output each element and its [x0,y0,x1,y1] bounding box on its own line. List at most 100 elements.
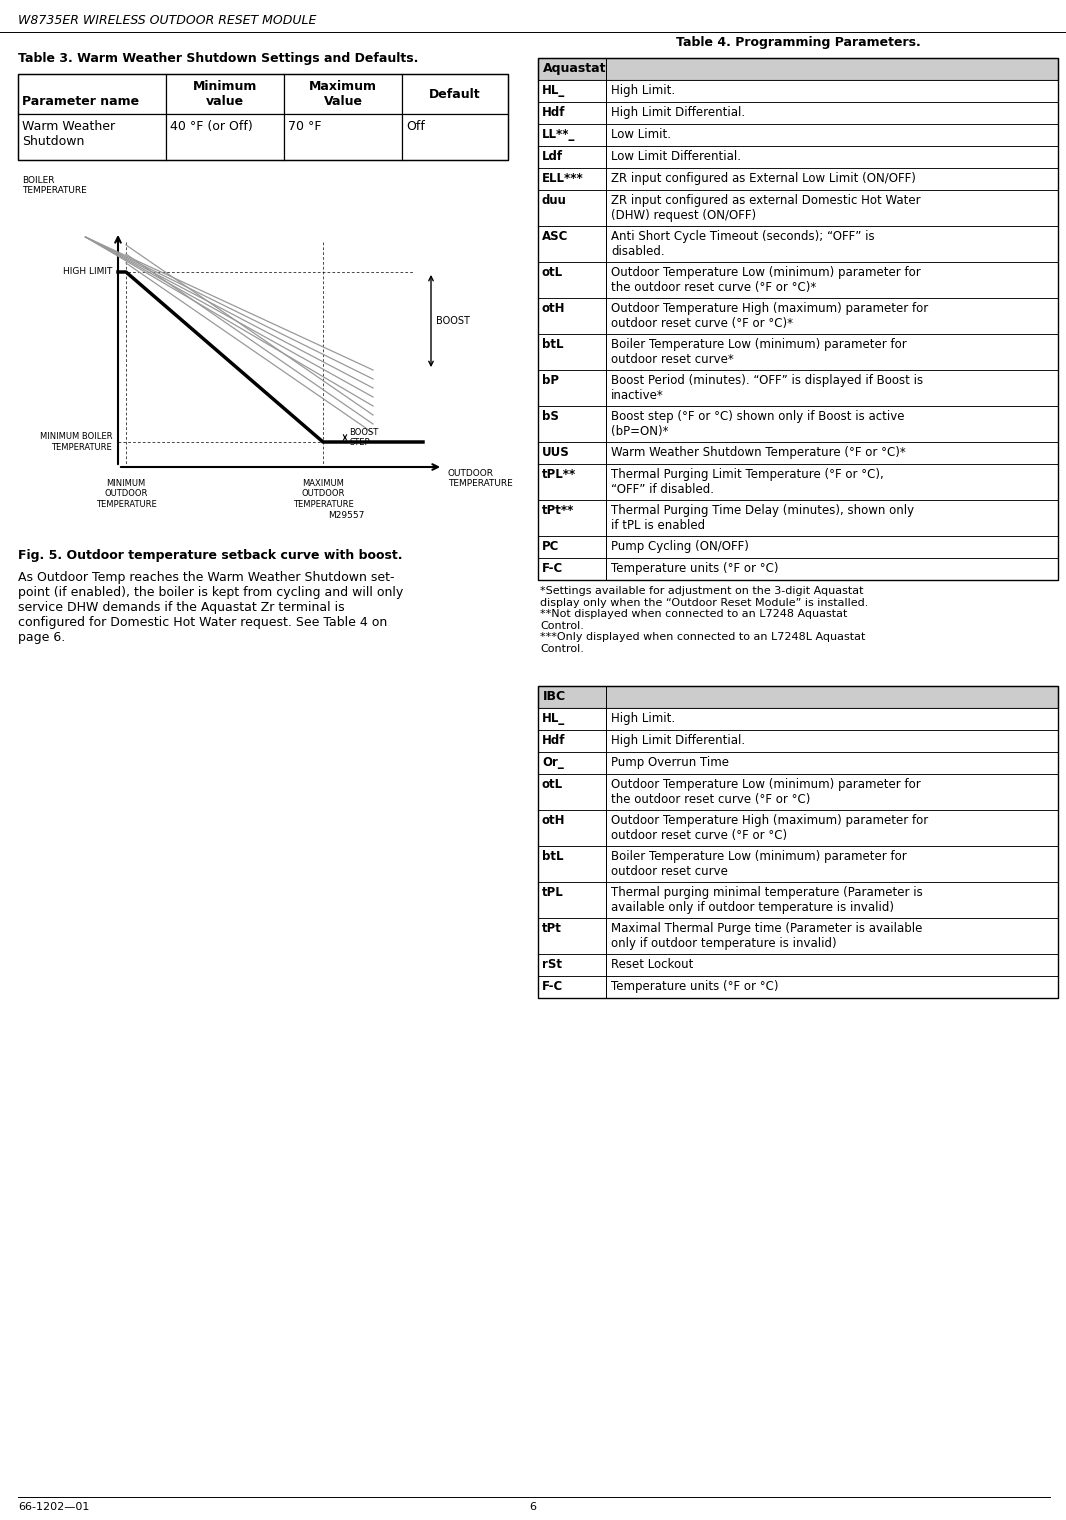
Bar [284,74,402,114]
Text: Low Limit Differential.: Low Limit Differential. [611,150,741,163]
Text: Thermal purging minimal temperature (Parameter is
available only if outdoor temp: Thermal purging minimal temperature (Par… [611,886,923,914]
Bar [538,500,605,537]
Text: Anti Short Cycle Timeout (seconds); “OFF” is
disabled.: Anti Short Cycle Timeout (seconds); “OFF… [611,230,874,258]
Bar [605,774,1057,810]
Text: M29557: M29557 [328,511,365,520]
Text: btL: btL [542,850,564,863]
Bar [605,810,1057,847]
Bar [538,537,605,558]
Text: *Settings available for adjustment on the 3-digit Aquastat
display only when the: *Settings available for adjustment on th… [540,587,869,654]
Text: Hdf: Hdf [542,734,565,746]
Text: btL: btL [542,337,564,351]
Bar [605,752,1057,774]
Bar [166,114,284,160]
Text: High Limit.: High Limit. [611,84,675,97]
Text: Outdoor Temperature Low (minimum) parameter for
the outdoor reset curve (°F or °: Outdoor Temperature Low (minimum) parame… [611,266,921,293]
Bar [402,74,508,114]
Text: tPt**: tPt** [542,505,575,517]
Bar [605,847,1057,882]
Text: HL_: HL_ [542,711,565,725]
Bar [538,102,605,125]
Bar [538,955,605,976]
Bar [538,146,605,169]
Text: Table 4. Programming Parameters.: Table 4. Programming Parameters. [676,36,920,49]
Text: MINIMUM BOILER
TEMPERATURE: MINIMUM BOILER TEMPERATURE [39,432,112,451]
Text: tPL**: tPL** [542,468,577,480]
Text: Maximal Thermal Purge time (Parameter is available
only if outdoor temperature i: Maximal Thermal Purge time (Parameter is… [611,923,922,950]
Text: PC: PC [542,540,560,553]
Text: UUS: UUS [542,445,569,459]
Bar [538,369,605,406]
Text: duu: duu [542,195,567,207]
Bar [538,976,605,999]
Text: Outdoor Temperature High (maximum) parameter for
outdoor reset curve (°F or °C)*: Outdoor Temperature High (maximum) param… [611,302,928,330]
Bar [538,730,605,752]
Bar [605,146,1057,169]
Bar [538,686,1057,708]
Bar [538,226,605,261]
Bar [605,918,1057,955]
Bar [605,298,1057,334]
Bar [538,169,605,190]
Bar [538,810,605,847]
Text: Reset Lockout: Reset Lockout [611,958,693,971]
Bar [166,74,284,114]
Text: Aquastat: Aquastat [543,62,607,74]
Text: BOILER
TEMPERATURE: BOILER TEMPERATURE [22,176,86,196]
Text: Boiler Temperature Low (minimum) parameter for
outdoor reset curve: Boiler Temperature Low (minimum) paramet… [611,850,907,879]
Bar [605,976,1057,999]
Text: Minimum
value: Minimum value [193,81,257,108]
Bar [538,882,605,918]
Text: bP: bP [542,374,559,388]
Bar [605,442,1057,464]
Text: tPt: tPt [542,923,562,935]
Bar [538,558,605,581]
Bar [18,74,166,114]
Bar [605,102,1057,125]
Text: otH: otH [542,815,565,827]
Text: BOOST
STEP: BOOST STEP [349,427,378,447]
Bar [284,114,402,160]
Text: High Limit Differential.: High Limit Differential. [611,734,745,746]
Bar [538,125,605,146]
Bar [402,114,508,160]
Bar [538,847,605,882]
Text: Off: Off [406,120,425,134]
Bar [605,369,1057,406]
Bar [538,918,605,955]
Text: 40 °F (or Off): 40 °F (or Off) [169,120,253,134]
Bar [18,74,508,160]
Bar [605,226,1057,261]
Bar [605,708,1057,730]
Bar [605,558,1057,581]
Text: Parameter name: Parameter name [22,94,140,108]
Bar [605,537,1057,558]
Text: Boost step (°F or °C) shown only if Boost is active
(bP=ON)*: Boost step (°F or °C) shown only if Boos… [611,410,904,438]
Bar [18,114,166,160]
Text: BOOST: BOOST [436,316,470,325]
Text: otH: otH [542,302,565,315]
Text: HL_: HL_ [542,84,565,97]
Text: Fig. 5. Outdoor temperature setback curve with boost.: Fig. 5. Outdoor temperature setback curv… [18,549,403,562]
Bar [605,406,1057,442]
Text: Boost Period (minutes). “OFF” is displayed if Boost is
inactive*: Boost Period (minutes). “OFF” is display… [611,374,923,401]
Bar [605,334,1057,369]
Bar [605,730,1057,752]
Text: LL**_: LL**_ [542,128,576,141]
Bar [538,708,605,730]
Text: Pump Overrun Time: Pump Overrun Time [611,755,729,769]
Text: W8735ER WIRELESS OUTDOOR RESET MODULE: W8735ER WIRELESS OUTDOOR RESET MODULE [18,14,317,27]
Bar [538,261,605,298]
Text: MINIMUM
OUTDOOR
TEMPERATURE: MINIMUM OUTDOOR TEMPERATURE [96,479,157,509]
Text: Pump Cycling (ON/OFF): Pump Cycling (ON/OFF) [611,540,749,553]
Text: Boiler Temperature Low (minimum) parameter for
outdoor reset curve*: Boiler Temperature Low (minimum) paramet… [611,337,907,366]
Text: HIGH LIMIT: HIGH LIMIT [63,268,112,277]
Text: Warm Weather Shutdown Temperature (°F or °C)*: Warm Weather Shutdown Temperature (°F or… [611,445,906,459]
Text: 6: 6 [530,1502,536,1512]
Text: High Limit.: High Limit. [611,711,675,725]
Bar [538,334,605,369]
Text: Temperature units (°F or °C): Temperature units (°F or °C) [611,980,778,993]
Bar [605,261,1057,298]
Text: IBC: IBC [543,690,566,702]
Bar [605,169,1057,190]
